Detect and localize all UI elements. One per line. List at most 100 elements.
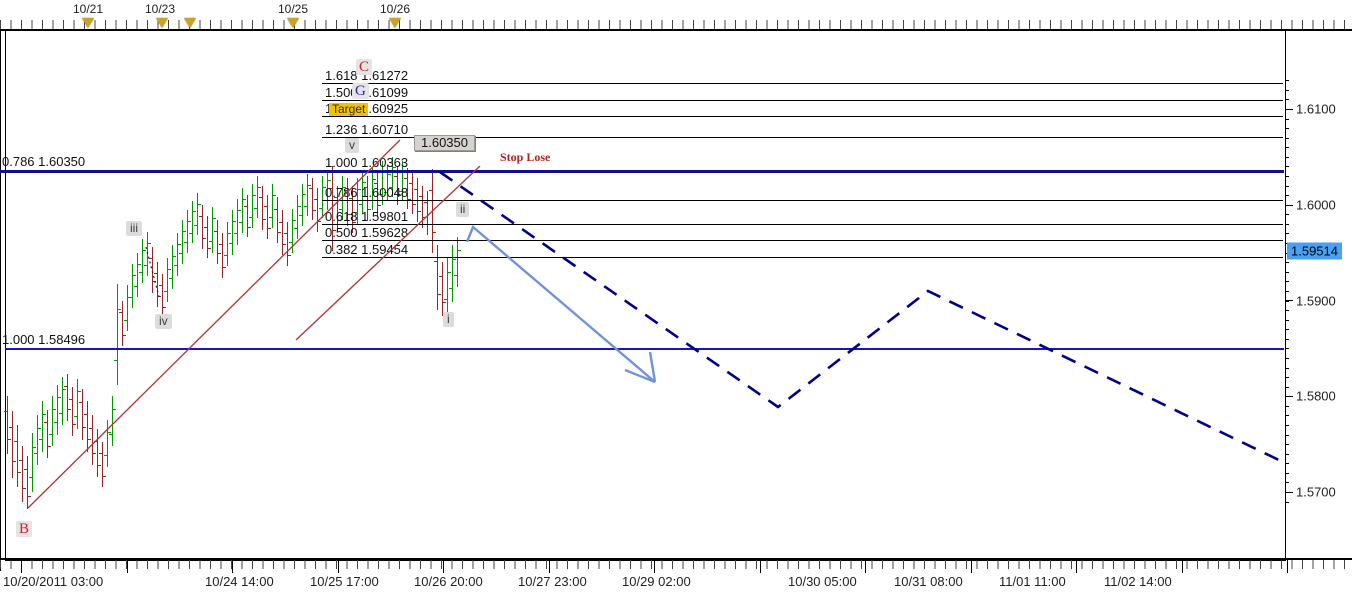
price-axis-label: 1.5900 (1296, 293, 1336, 308)
price-axis-minor-tick (1285, 502, 1289, 503)
price-axis-minor-tick (1285, 147, 1289, 148)
bottom-axis-ticks (0, 560, 1352, 569)
wave-label-ii[interactable]: ii (456, 202, 470, 217)
time-axis-label: 10/29 02:00 (622, 574, 691, 589)
stop-loss-annotation[interactable]: Stop Lose (500, 150, 551, 164)
price-axis-minor-tick (1285, 358, 1289, 359)
time-axis-label: 10/25 17:00 (310, 574, 379, 589)
bar-close-tick (23, 487, 26, 489)
wave-label-iv[interactable]: iv (155, 314, 172, 329)
price-axis-minor-tick (1285, 195, 1289, 196)
price-axis-major-tick (1285, 396, 1293, 397)
price-axis-minor-tick (1285, 138, 1289, 139)
price-axis-minor-tick (1285, 80, 1289, 81)
price-axis-minor-tick (1285, 463, 1289, 464)
price-axis-label: 1.5700 (1296, 484, 1336, 500)
price-axis-label: 1.5800 (1296, 388, 1336, 404)
time-axis-label: 10/20/2011 03:00 (3, 574, 104, 589)
price-axis-label: 1.6000 (1296, 197, 1336, 213)
wave-label-iii[interactable]: iii (126, 221, 142, 236)
bar-open-tick (14, 440, 17, 442)
ruler-date-label: 10/21 (72, 2, 104, 16)
price-axis-minor-tick (1285, 90, 1289, 91)
fib-level-line[interactable] (322, 116, 1283, 117)
ruler-date-label: 10/25 (277, 2, 309, 16)
time-axis-label: 11/01 11:00 (999, 574, 1066, 589)
fib-level-label: 1.618 1.61272 (325, 67, 409, 83)
price-axis-major-tick (1285, 109, 1293, 110)
bar-open-tick (19, 459, 22, 461)
event-marker-icon[interactable] (82, 18, 94, 28)
price-axis-minor-tick (1285, 233, 1289, 234)
price-axis-minor-tick (1285, 339, 1289, 340)
time-axis-major-tick (971, 560, 972, 573)
price-axis-minor-tick (1285, 406, 1289, 407)
price-level-flag[interactable]: 1.60350 (414, 135, 475, 151)
price-axis-major-tick (1285, 300, 1293, 301)
time-axis-major-tick (338, 560, 339, 573)
time-axis-label: 10/24 14:00 (205, 574, 274, 589)
wave-label-i[interactable]: i (443, 312, 454, 327)
price-axis-minor-tick (1285, 444, 1289, 445)
price-axis-minor-tick (1285, 435, 1289, 436)
ruler-date-label: 10/23 (144, 2, 176, 16)
time-axis-major-tick (1076, 560, 1077, 573)
price-axis-minor-tick (1285, 329, 1289, 330)
bar-open-tick (9, 427, 12, 429)
price-axis-minor-tick (1285, 320, 1289, 321)
price-axis-minor-tick (1285, 262, 1289, 263)
price-axis-minor-tick (1285, 272, 1289, 273)
wave-label-v[interactable]: v (345, 138, 359, 153)
time-axis-major-tick (1287, 560, 1288, 573)
price-bar (22, 446, 23, 502)
bar-open-tick (4, 410, 7, 412)
top-ruler-ticks (0, 20, 1352, 29)
time-axis-major-tick (760, 560, 761, 573)
time-axis-label: 10/31 08:00 (894, 574, 963, 589)
target-annotation[interactable]: Target (329, 103, 369, 116)
fib-level-line[interactable] (322, 100, 1283, 101)
price-axis-minor-tick (1285, 128, 1289, 129)
bar-close-tick (8, 439, 11, 441)
event-marker-icon[interactable] (287, 18, 299, 28)
price-axis-minor-tick (1285, 482, 1289, 483)
price-axis-minor-tick (1285, 310, 1289, 311)
time-axis-label: 10/26 20:00 (414, 574, 483, 589)
current-price-badge: 1.59514 (1287, 242, 1342, 260)
price-axis-minor-tick (1285, 224, 1289, 225)
price-axis-minor-tick (1285, 425, 1289, 426)
price-bar (17, 424, 18, 488)
wave-label-G[interactable]: G (352, 83, 369, 99)
price-axis-minor-tick (1285, 214, 1289, 215)
event-marker-icon[interactable] (156, 18, 168, 28)
event-marker-icon[interactable] (184, 18, 196, 28)
wave-label-C[interactable]: C (356, 59, 373, 75)
price-axis-minor-tick (1285, 473, 1289, 474)
wave-label-B[interactable]: B (16, 521, 33, 537)
time-axis-major-tick (443, 560, 444, 573)
ruler-date-label: 10/26 (379, 2, 411, 16)
time-axis-major-tick (549, 560, 550, 573)
price-axis-label: 1.6100 (1296, 101, 1336, 117)
time-axis-label: 10/27 23:00 (518, 574, 587, 589)
price-axis-minor-tick (1285, 368, 1289, 369)
bar-close-tick (13, 460, 16, 462)
event-marker-icon[interactable] (389, 18, 401, 28)
price-axis-minor-tick (1285, 348, 1289, 349)
time-axis-major-tick (21, 560, 22, 573)
price-axis-minor-tick (1285, 119, 1289, 120)
price-axis-minor-tick (1285, 291, 1289, 292)
price-axis-minor-tick (1285, 186, 1289, 187)
fib-level-line[interactable] (322, 137, 1283, 138)
bar-close-tick (18, 471, 21, 473)
fib-level-line[interactable] (322, 83, 1283, 84)
price-bar (7, 396, 8, 454)
time-axis-major-tick (1182, 560, 1183, 573)
price-axis-minor-tick (1285, 387, 1289, 388)
time-axis-major-tick (865, 560, 866, 573)
price-axis-minor-tick (1285, 281, 1289, 282)
price-axis-major-tick (1285, 205, 1293, 206)
